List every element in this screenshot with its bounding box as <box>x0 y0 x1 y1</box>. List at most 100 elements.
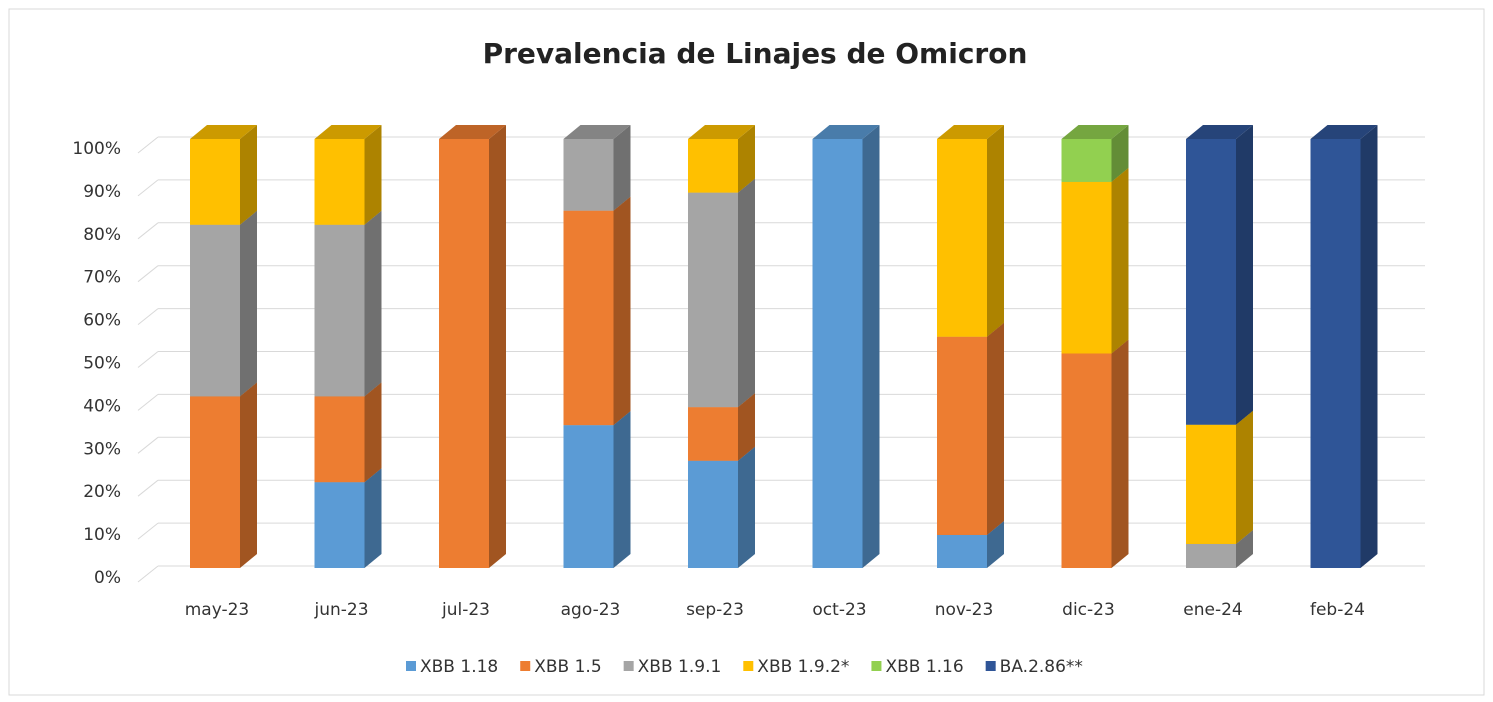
bar <box>1061 181 1112 354</box>
bar <box>1310 139 1361 568</box>
bar-top <box>812 125 880 139</box>
bar-side <box>738 125 755 193</box>
bar-side <box>1236 529 1253 568</box>
x-tick-label: oct-23 <box>812 600 866 620</box>
bar-side <box>613 125 631 211</box>
legend-label: XBB 1.9.1 <box>638 657 722 677</box>
bar-top <box>1061 125 1129 139</box>
legend-swatch <box>623 661 634 671</box>
x-tick-label: ago-23 <box>561 600 621 620</box>
legend-swatch <box>406 661 416 671</box>
grid-line-depth <box>137 136 159 154</box>
bar-top <box>1310 125 1378 139</box>
grid-line-depth <box>137 522 159 540</box>
x-tick-label: nov-23 <box>935 600 994 620</box>
bar <box>688 460 738 568</box>
bar <box>937 336 987 535</box>
bar-side <box>987 322 1004 535</box>
x-tick-label: jul-23 <box>441 600 490 620</box>
legend-label: BA.2.86** <box>1000 657 1083 677</box>
bar-side <box>364 382 382 483</box>
bar-side <box>1111 125 1129 182</box>
bar-top <box>439 125 506 139</box>
bar-side <box>1360 125 1378 568</box>
bar-side <box>364 468 382 568</box>
y-tick-label: 10% <box>83 525 121 545</box>
bar <box>937 139 987 337</box>
legend-swatch <box>871 661 882 671</box>
grid-line-depth <box>137 479 159 497</box>
bar-side <box>489 125 506 568</box>
x-tick-label: may-23 <box>185 600 250 620</box>
grid-line-depth <box>137 436 159 454</box>
grid-line-depth <box>137 394 159 411</box>
legend-swatch <box>520 661 531 671</box>
x-tick-label: dic-23 <box>1062 600 1115 620</box>
bar <box>190 396 240 568</box>
bar-side <box>987 520 1004 568</box>
bar <box>1061 139 1112 182</box>
bar-top <box>190 125 257 139</box>
x-tick-label: sep-23 <box>686 600 744 620</box>
legend-label: XBB 1.5 <box>534 657 601 677</box>
legend-label: XBB 1.18 <box>420 657 498 677</box>
bar <box>688 407 738 461</box>
bar <box>314 482 365 568</box>
legend-swatch <box>985 661 996 671</box>
y-tick-label: 50% <box>83 354 121 374</box>
bar-side <box>738 446 755 568</box>
grid-line-depth <box>137 308 159 325</box>
legend-swatch <box>743 661 754 671</box>
bar-side <box>738 178 755 408</box>
bar-side <box>987 125 1004 337</box>
bar-top <box>688 125 755 139</box>
x-tick-label: jun-23 <box>313 600 368 620</box>
bar <box>1186 139 1236 425</box>
bar <box>1186 543 1236 568</box>
bar-side <box>364 125 382 225</box>
bar <box>314 139 365 225</box>
bar-side <box>738 393 755 461</box>
bar <box>563 210 614 426</box>
y-tick-label: 90% <box>83 182 121 202</box>
bar-top <box>1186 125 1253 139</box>
bar-side <box>1111 339 1129 568</box>
bar <box>1186 424 1236 544</box>
bar-top <box>937 125 1004 139</box>
bar-side <box>613 411 631 568</box>
bar <box>937 534 987 568</box>
bar-top <box>563 125 631 139</box>
grid-line-depth <box>137 265 159 283</box>
bar-side <box>862 125 880 568</box>
bar-side <box>1236 125 1253 425</box>
bar-side <box>613 196 631 426</box>
bar <box>688 192 738 408</box>
legend-label: XBB 1.9.2* <box>757 657 849 677</box>
bar <box>563 139 614 211</box>
grid-line-depth <box>137 351 159 368</box>
bar-side <box>240 125 257 225</box>
y-tick-label: 40% <box>83 396 121 416</box>
bar <box>314 224 365 397</box>
x-tick-label: feb-24 <box>1310 600 1365 620</box>
bar-side <box>240 382 257 568</box>
bar <box>812 139 863 568</box>
y-tick-label: 0% <box>94 568 121 588</box>
y-tick-label: 80% <box>83 225 121 245</box>
legend-label: XBB 1.16 <box>885 657 963 677</box>
bar <box>563 425 614 568</box>
y-tick-label: 20% <box>83 482 121 502</box>
bar-side <box>364 210 382 397</box>
bar-top <box>314 125 382 139</box>
bar <box>190 139 240 225</box>
bar <box>688 139 738 193</box>
y-tick-label: 30% <box>83 439 121 459</box>
bar-side <box>1236 410 1253 544</box>
bar-side <box>1111 167 1129 354</box>
y-tick-label: 60% <box>83 311 121 331</box>
grid-line-depth <box>137 565 159 583</box>
bar <box>314 396 365 483</box>
chart-title: Prevalencia de Linajes de Omicron <box>483 37 1028 70</box>
bar <box>1061 353 1112 568</box>
